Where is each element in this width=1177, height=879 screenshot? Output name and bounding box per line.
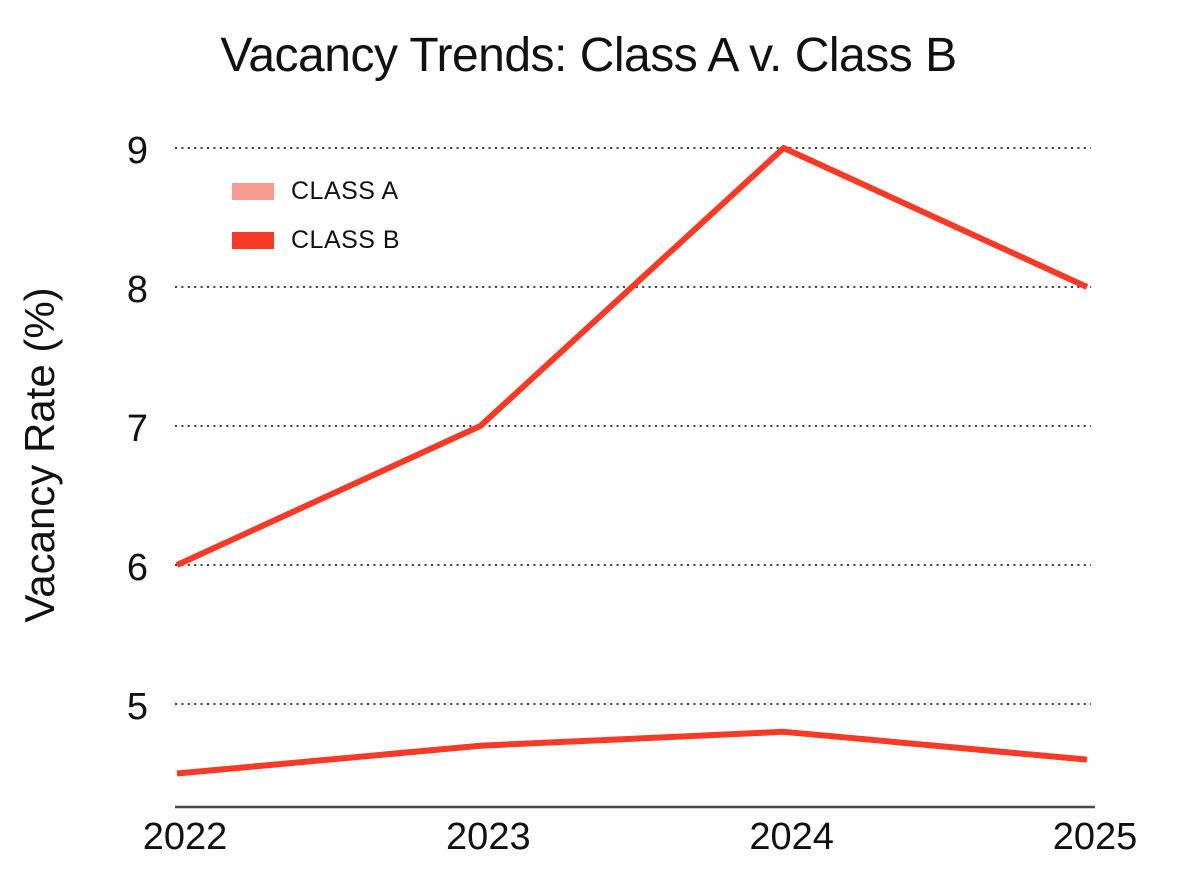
y-tick-label-9: 9 (126, 130, 148, 172)
y-tick-label-7: 7 (126, 408, 148, 450)
x-tick-label-2022: 2022 (142, 816, 228, 858)
series-line-class-a (176, 728, 1088, 777)
x-tick-label-2024: 2024 (749, 816, 834, 858)
class-b-swatch (232, 231, 274, 249)
legend-item-class-a: CLASS A (232, 176, 400, 205)
x-tick-label-2023: 2023 (446, 816, 531, 858)
class-a-swatch (232, 182, 274, 200)
series-line-class-b (175, 145, 1089, 568)
y-tick-label-5: 5 (126, 686, 148, 728)
y-tick-label-6: 6 (126, 547, 148, 589)
y-tick-label-8: 8 (126, 269, 148, 311)
legend: CLASS A CLASS B (232, 176, 401, 277)
x-tick-label-2025: 2025 (1052, 816, 1138, 858)
legend-label-class-a: CLASS A (291, 176, 399, 205)
legend-item-class-b: CLASS B (232, 225, 401, 254)
legend-label-class-b: CLASS B (291, 225, 401, 254)
chart-title: Vacancy Trends: Class A v. Class B (220, 29, 957, 82)
